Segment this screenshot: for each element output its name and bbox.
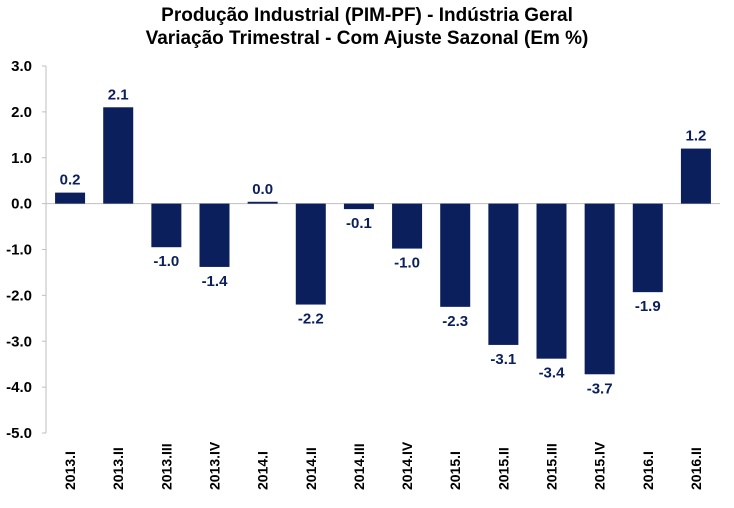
data-label: -2.3	[442, 313, 468, 330]
y-tick-label: 3.0	[11, 58, 32, 75]
bar	[343, 203, 374, 210]
data-label: -3.1	[490, 351, 516, 368]
bar	[295, 203, 326, 305]
x-category-label: 2013.II	[110, 447, 126, 490]
data-label: 0.0	[252, 181, 273, 198]
bar	[199, 203, 230, 267]
data-label: -2.2	[298, 311, 324, 328]
data-label: -3.4	[539, 365, 566, 382]
bar	[440, 203, 471, 307]
y-tick-label: 0.0	[11, 196, 32, 213]
x-category-label: 2016.I	[640, 451, 656, 490]
x-category-label: 2013.III	[158, 443, 174, 490]
x-category-label: 2015.IV	[592, 441, 608, 490]
data-label: 2.1	[108, 86, 129, 103]
bar	[680, 148, 711, 204]
chart-subtitle: Variação Trimestral - Com Ajuste Sazonal…	[145, 28, 589, 49]
data-label: -1.0	[394, 255, 420, 272]
x-category-label: 2013.I	[62, 451, 78, 490]
y-tick-label: -5.0	[6, 425, 32, 442]
data-label: -1.4	[202, 273, 229, 290]
bar	[151, 203, 182, 248]
x-category-label: 2015.I	[447, 451, 463, 490]
bar	[392, 203, 423, 249]
data-label: 0.2	[60, 172, 81, 189]
y-tick-label: -2.0	[6, 287, 32, 304]
chart-titles: Produção Industrial (PIM-PF) - Indústria…	[0, 4, 734, 50]
x-category-label: 2015.II	[495, 447, 511, 490]
x-category-label: 2013.IV	[207, 441, 223, 490]
y-tick-label: -1.0	[6, 242, 32, 259]
bar	[488, 203, 519, 345]
data-label: 1.2	[685, 128, 706, 145]
bar	[584, 203, 615, 375]
y-tick-label: -4.0	[6, 379, 32, 396]
bar	[632, 203, 663, 293]
bar	[103, 107, 134, 204]
data-label: -1.0	[153, 253, 179, 270]
bar	[55, 192, 86, 204]
x-category-label: 2016.II	[688, 447, 704, 490]
y-tick-label: -3.0	[6, 333, 32, 350]
x-category-label: 2014.I	[255, 451, 271, 490]
chart-title: Produção Industrial (PIM-PF) - Indústria…	[161, 5, 573, 26]
data-label: -3.7	[587, 380, 613, 397]
data-label: -1.9	[635, 298, 661, 315]
x-category-label: 2014.II	[303, 447, 319, 490]
bar	[536, 203, 567, 359]
x-category-label: 2014.III	[351, 443, 367, 490]
data-label: -0.1	[346, 215, 372, 232]
y-tick-label: 1.0	[11, 150, 32, 167]
x-category-label: 2014.IV	[399, 441, 415, 490]
y-tick-label: 2.0	[11, 104, 32, 121]
bar	[247, 201, 278, 204]
x-category-label: 2015.III	[544, 443, 560, 490]
